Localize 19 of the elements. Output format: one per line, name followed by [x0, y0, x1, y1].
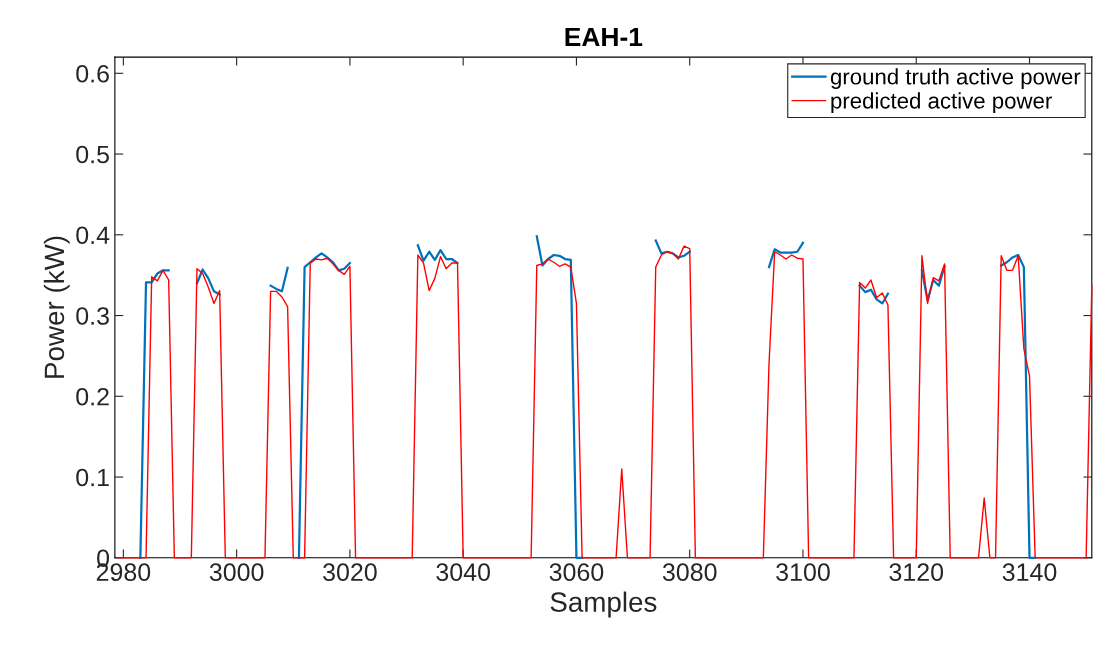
- y-tick-label: 0.5: [76, 145, 109, 164]
- y-tick-label: 0.4: [76, 226, 110, 245]
- x-tick-label: 3080: [662, 563, 717, 582]
- y-tick-label: 0.3: [76, 307, 109, 325]
- legend-label: ground truth active power: [830, 68, 1081, 89]
- x-tick-label: 3060: [549, 563, 604, 582]
- x-tick-label: 3000: [209, 563, 264, 582]
- x-tick-label: 3100: [776, 563, 830, 582]
- chart-title: EAH-1: [565, 27, 643, 47]
- y-tick-label: 0.6: [76, 64, 109, 83]
- y-tick-label: 0.2: [76, 387, 109, 406]
- legend-label: predicted active power: [831, 92, 1052, 114]
- x-tick-label: 3140: [1002, 563, 1057, 582]
- y-tick-label: 0.1: [76, 468, 109, 487]
- y-axis-title: Power (kW): [43, 236, 70, 378]
- x-axis-title: Samples: [550, 591, 657, 618]
- x-tick-label: 3040: [436, 563, 490, 582]
- x-tick-label: 3020: [323, 563, 377, 582]
- x-tick-label: 3120: [889, 563, 944, 582]
